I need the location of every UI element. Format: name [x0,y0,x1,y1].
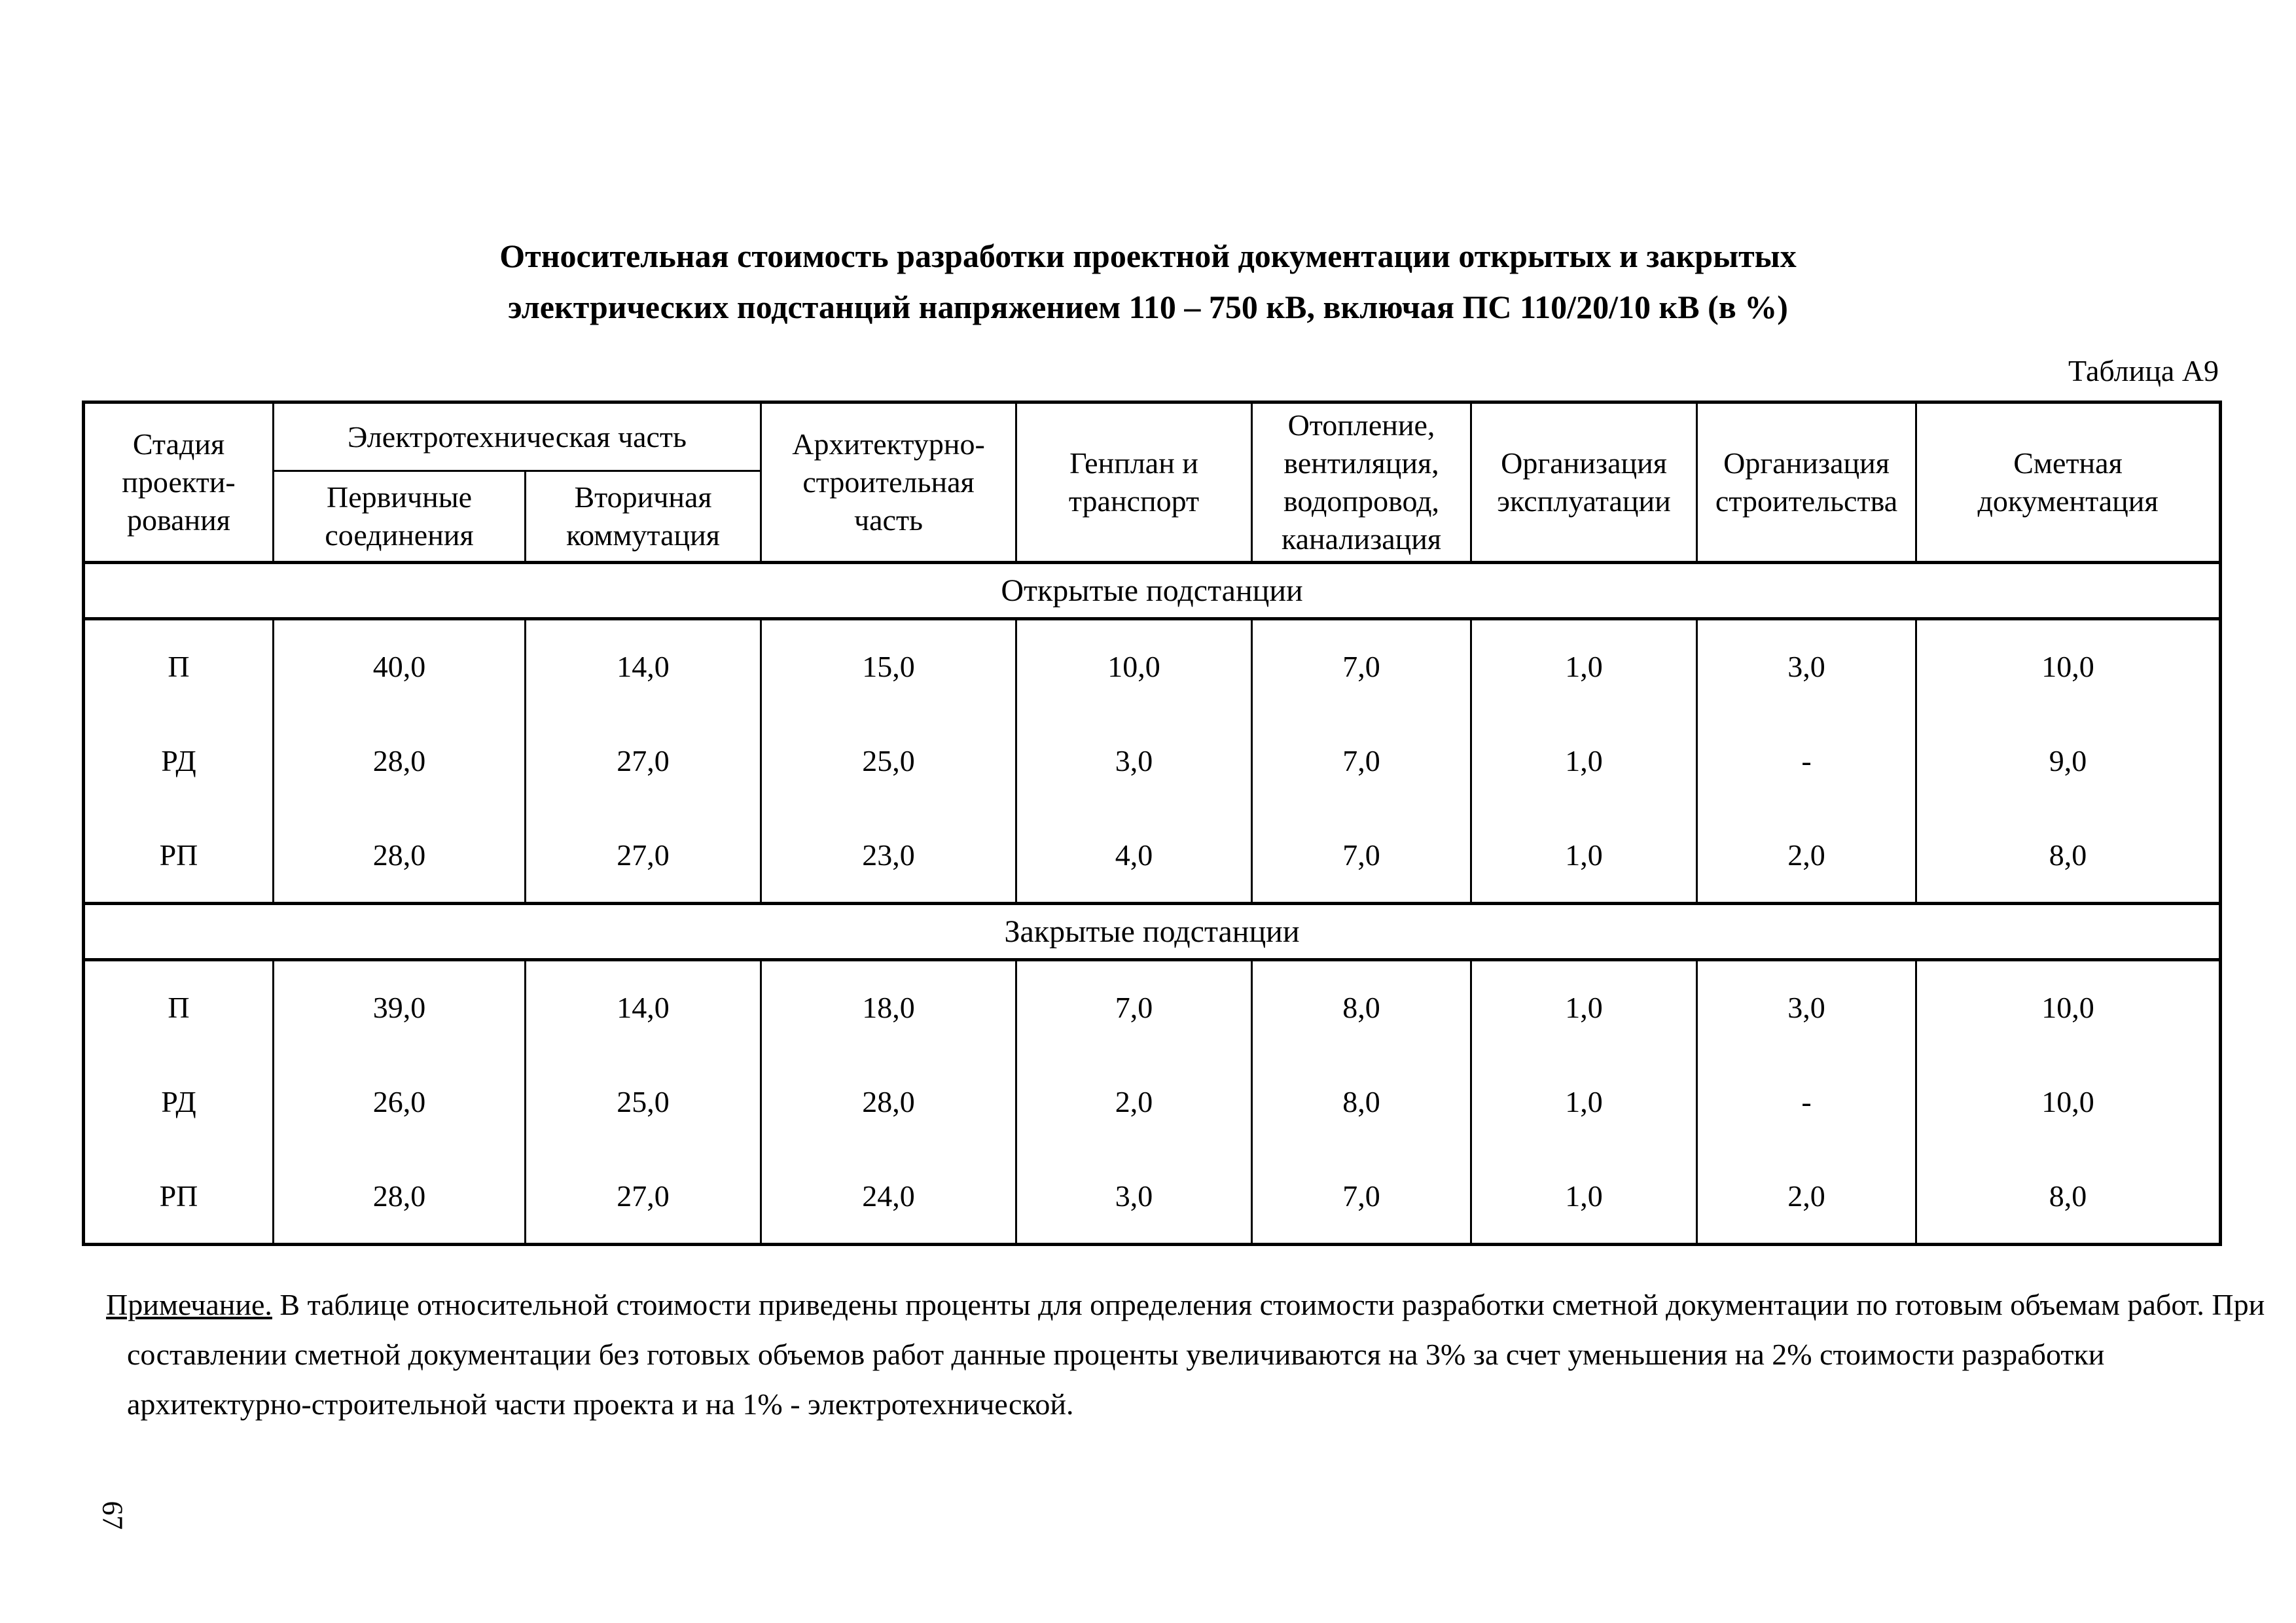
table-cell: 40,0 [272,618,526,714]
column-header-electrotechnical: Электротехническая часть [272,402,762,472]
table-cell: - [1696,1054,1918,1150]
table-cell: 28,0 [272,713,526,809]
header-row-group: Стадия проекти-рования Электротехническа… [82,402,2222,564]
column-header-genplan: Генплан и транспорт [1015,402,1253,564]
table-cell: 1,0 [1470,1149,1698,1245]
table-row: РД 26,0 25,0 28,0 2,0 8,0 1,0 - 10,0 [82,1054,2222,1150]
table-cell: 4,0 [1015,808,1253,904]
table-caption: Таблица А9 [2068,354,2219,387]
stage-cell: РП [82,808,274,904]
table-cell: 14,0 [524,959,762,1055]
column-header-primary-connections: Первичные соединения [272,471,526,564]
table-cell: 27,0 [524,808,762,904]
table-cell: 1,0 [1470,808,1698,904]
table-cell: 10,0 [1015,618,1253,714]
table-cell: 7,0 [1015,959,1253,1055]
column-header-estimate: Сметная документация [1915,402,2222,564]
column-header-operation: Организация эксплуатации [1470,402,1698,564]
table-cell: 18,0 [760,959,1018,1055]
column-header-stage: Стадия проекти-рования [82,402,274,564]
table-cell: 14,0 [524,618,762,714]
table-row: П 39,0 14,0 18,0 7,0 8,0 1,0 3,0 10,0 [82,959,2222,1055]
column-header-architecture: Архитектурно-строительная часть [760,402,1018,564]
footnote: Примечание. В таблице относительной стои… [106,1280,2272,1429]
stage-cell: П [82,959,274,1055]
table-cell: 39,0 [272,959,526,1055]
column-header-construction: Организация строительства [1696,402,1918,564]
table-cell: 7,0 [1251,618,1473,714]
footnote-text: В таблице относительной стоимости привед… [127,1288,2265,1421]
table-row: РП 28,0 27,0 24,0 3,0 7,0 1,0 2,0 8,0 [82,1149,2222,1245]
table-cell: 25,0 [760,713,1018,809]
table-cell: 2,0 [1696,1149,1918,1245]
table-cell: 26,0 [272,1054,526,1150]
table-cell: 15,0 [760,618,1018,714]
table-cell: 10,0 [1915,959,2222,1055]
table-cell: 2,0 [1696,808,1918,904]
table-cell: 3,0 [1015,1149,1253,1245]
footnote-label: Примечание. [106,1288,272,1321]
table-cell: 7,0 [1251,713,1473,809]
page-number: 67 [96,1501,129,1530]
table-cell: - [1696,713,1918,809]
table-cell: 10,0 [1915,1054,2222,1150]
table-row: РП 28,0 27,0 23,0 4,0 7,0 1,0 2,0 8,0 [82,808,2222,904]
table-cell: 27,0 [524,1149,762,1245]
table-cell: 8,0 [1915,1149,2222,1245]
table-cell: 2,0 [1015,1054,1253,1150]
stage-cell: РД [82,713,274,809]
table-row: РД 28,0 27,0 25,0 3,0 7,0 1,0 - 9,0 [82,713,2222,809]
table-cell: 7,0 [1251,1149,1473,1245]
section-header-closed: Закрытые подстанции [82,902,2222,961]
column-header-heating: Отопление, вентиляция, водопровод, канал… [1251,402,1473,564]
cost-table: Стадия проекти-рования Электротехническа… [82,401,2223,1246]
table-cell: 25,0 [524,1054,762,1150]
section-header-open: Открытые подстанции [82,561,2222,620]
table-cell: 24,0 [760,1149,1018,1245]
column-header-secondary-switching: Вторичная коммутация [524,471,762,564]
table-cell: 1,0 [1470,618,1698,714]
table-row: П 40,0 14,0 15,0 10,0 7,0 1,0 3,0 10,0 [82,618,2222,714]
table-cell: 3,0 [1015,713,1253,809]
table-cell: 27,0 [524,713,762,809]
section-header-label: Открытые подстанции [82,561,2222,620]
table-cell: 28,0 [760,1054,1018,1150]
table-cell: 8,0 [1251,959,1473,1055]
table-cell: 7,0 [1251,808,1473,904]
section-header-label: Закрытые подстанции [82,902,2222,961]
table-cell: 28,0 [272,1149,526,1245]
table-cell: 10,0 [1915,618,2222,714]
stage-cell: РП [82,1149,274,1245]
table-cell: 1,0 [1470,1054,1698,1150]
table-cell: 1,0 [1470,959,1698,1055]
table-cell: 9,0 [1915,713,2222,809]
page-title-line1: Относительная стоимость разработки проек… [499,238,1797,274]
table-cell: 3,0 [1696,618,1918,714]
page-title: Относительная стоимость разработки проек… [166,230,2130,332]
table-cell: 8,0 [1251,1054,1473,1150]
header-row-sub: Первичные соединения Вторичная коммутаци… [84,471,2221,564]
table-cell: 3,0 [1696,959,1918,1055]
page-title-line2: электрических подстанций напряжением 110… [508,289,1788,325]
table-cell: 23,0 [760,808,1018,904]
table-cell: 28,0 [272,808,526,904]
stage-cell: П [82,618,274,714]
stage-cell: РД [82,1054,274,1150]
table-cell: 1,0 [1470,713,1698,809]
table-cell: 8,0 [1915,808,2222,904]
